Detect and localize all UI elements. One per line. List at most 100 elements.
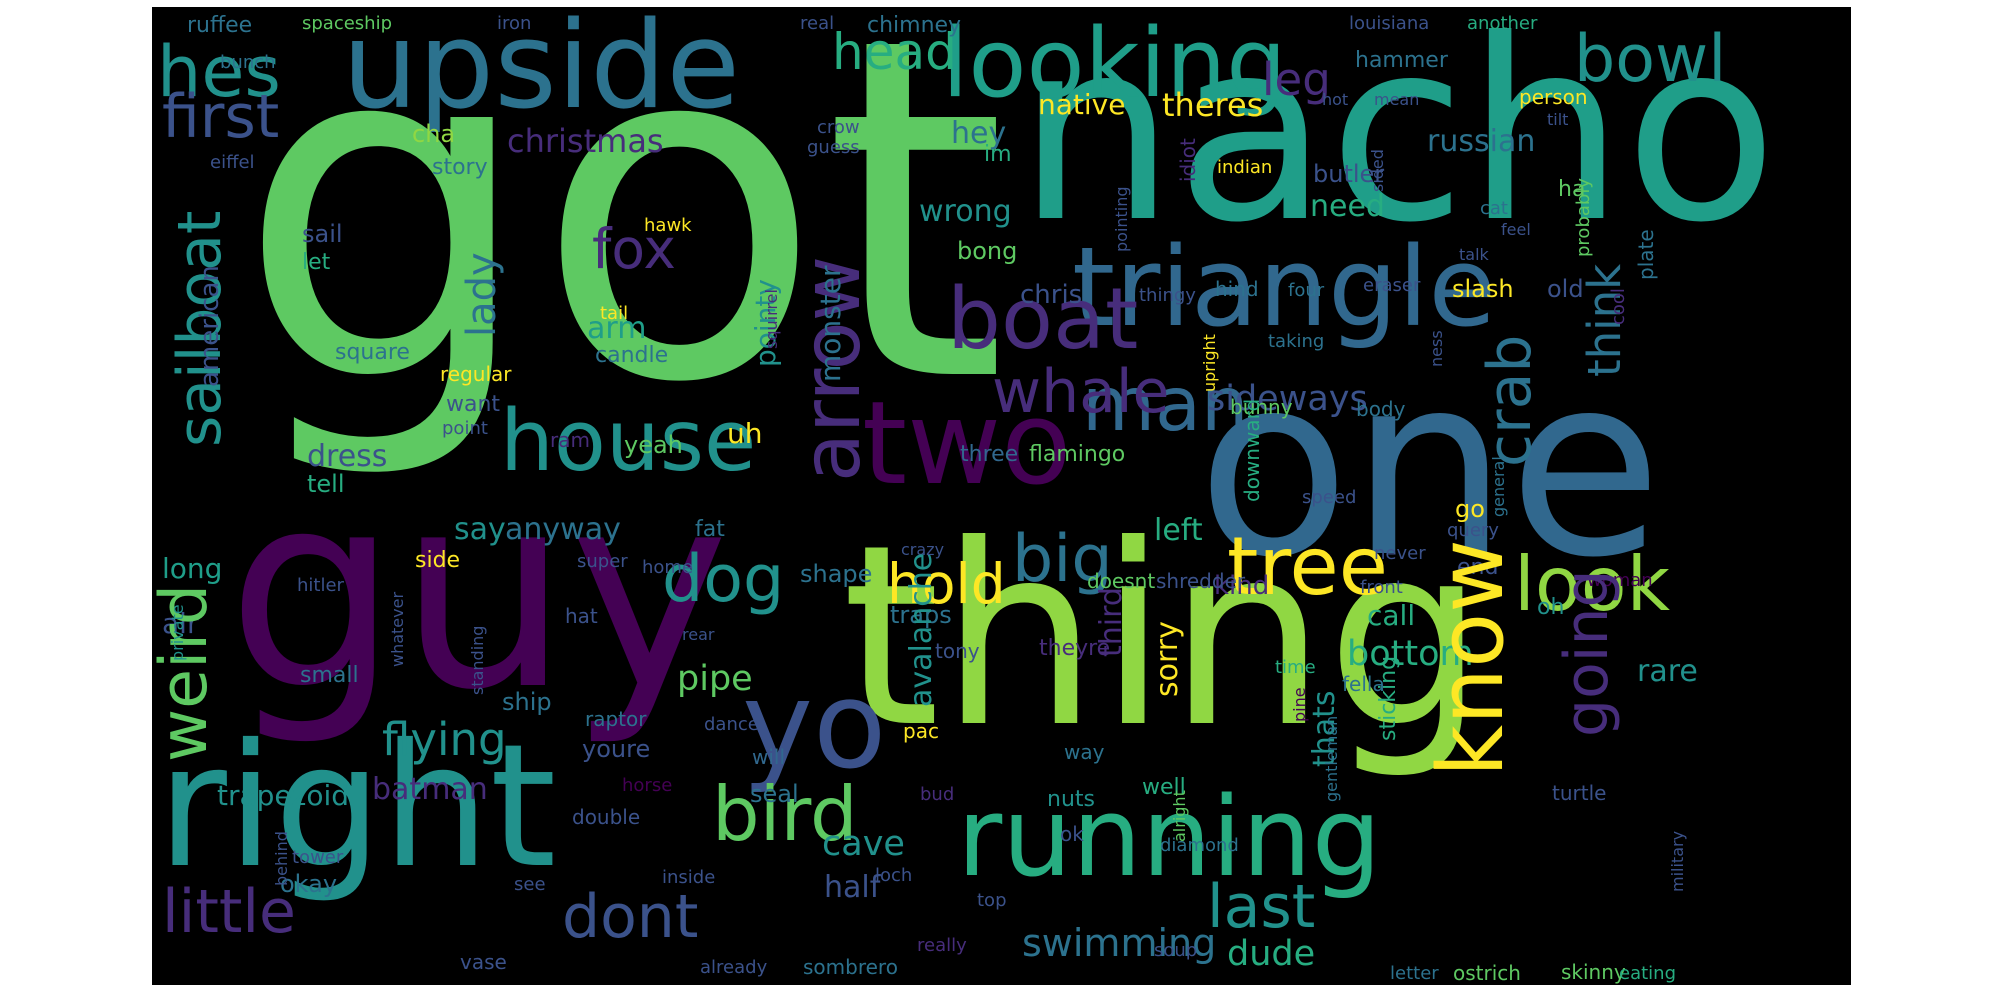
word-big: big — [1012, 522, 1113, 597]
word-turtle: turtle — [1552, 781, 1607, 805]
word-sided: sided — [1368, 149, 1387, 192]
word-pac: pac — [903, 719, 939, 743]
word-standing: standing — [468, 625, 487, 695]
word-real: real — [800, 13, 835, 34]
word-man: man — [1082, 360, 1249, 448]
word-long: long — [162, 552, 223, 585]
word-cha: cha — [412, 120, 456, 148]
word-ram: ram — [550, 428, 590, 452]
word-inside: inside — [662, 867, 716, 888]
word-iron: iron — [497, 13, 532, 34]
word-theyre: theyre — [1039, 636, 1111, 661]
word-doesnt: doesnt — [1087, 569, 1156, 593]
word-look: look — [1514, 540, 1671, 628]
word-home: home — [642, 557, 694, 578]
word-diamond: diamond — [1160, 835, 1239, 856]
word-ruffee: ruffee — [187, 13, 253, 38]
word-house: house — [500, 392, 757, 491]
word-idiot: idiot — [1176, 138, 1200, 182]
word-point: point — [442, 418, 488, 439]
word-eraser: eraser — [1363, 275, 1421, 296]
word-dude: dude — [1227, 934, 1316, 974]
word-ness: ness — [1427, 330, 1446, 367]
word-woman: woman — [1587, 570, 1653, 591]
word-top: top — [977, 890, 1007, 911]
word-avalanche: avalanche — [904, 552, 939, 707]
word-hammer: hammer — [1355, 48, 1448, 73]
word-trapezoid: trapezoid — [217, 779, 350, 812]
word-flying: flying — [382, 713, 507, 766]
word-raptor: raptor — [585, 707, 647, 731]
word-chris: chris — [1020, 280, 1083, 310]
word-uh: uh — [727, 417, 763, 450]
word-tell: tell — [307, 470, 345, 498]
word-letter: letter — [1390, 963, 1439, 984]
word-crab: crab — [1475, 334, 1545, 467]
word-speed: speed — [1302, 487, 1357, 508]
word-talk: talk — [1459, 245, 1489, 264]
word-body: body — [1356, 397, 1406, 421]
word-sail: sail — [302, 220, 343, 248]
word-another: another — [1467, 13, 1538, 34]
word-horse: horse — [622, 775, 673, 796]
word-bud: bud — [920, 784, 955, 805]
word-looking: looking — [942, 9, 1287, 119]
word-air: air — [162, 607, 199, 640]
word-boat: boat — [947, 270, 1139, 369]
word-end: end — [1457, 555, 1499, 580]
word-louisiana: louisiana — [1349, 13, 1430, 34]
word-thingy: thingy — [1139, 285, 1196, 306]
word-tail: tail — [600, 303, 629, 324]
word-crazy: crazy — [901, 540, 945, 559]
word-really: really — [917, 935, 967, 956]
word-front: front — [1360, 577, 1403, 598]
word-indian: indian — [1217, 157, 1273, 178]
word-russian: russian — [1427, 124, 1536, 159]
word-upside: upside — [342, 7, 741, 136]
word-dont: dont — [562, 882, 699, 952]
word-leg: leg — [1262, 53, 1331, 106]
word-cloud-canvas: got nacho one guy thing right upside looking run… — [152, 7, 1851, 985]
word-tower: tower — [292, 847, 344, 868]
word-query: query — [1447, 520, 1499, 541]
word-one: one — [1197, 321, 1663, 612]
word-plate: plate — [1634, 229, 1658, 280]
word-bird: bird — [712, 770, 858, 858]
word-left: left — [1154, 513, 1203, 548]
word-probably: probably — [1573, 178, 1594, 257]
word-side: side — [415, 548, 461, 573]
word-two: two — [862, 377, 1072, 511]
word-feel: feel — [1501, 220, 1531, 239]
word-dance: dance — [704, 714, 759, 735]
word-youre: youre — [582, 735, 651, 763]
word-military: military — [1668, 830, 1687, 892]
word-thing: thing — [842, 491, 1486, 782]
word-way: way — [1064, 740, 1105, 764]
word-mean: mean — [1374, 90, 1420, 109]
word-first: first — [162, 82, 280, 152]
word-gentleman: gentleman — [1322, 715, 1341, 802]
word-know: know — [1419, 539, 1524, 777]
word-general: general — [1489, 456, 1508, 517]
word-native: native — [1038, 88, 1126, 121]
word-ok: ok — [1060, 822, 1084, 846]
word-will: will — [752, 745, 786, 769]
word-upright: upright — [1200, 334, 1219, 392]
word-dress: dress — [307, 439, 388, 474]
word-call: call — [1367, 599, 1416, 632]
word-sorry: sorry — [1150, 621, 1185, 697]
word-taking: taking — [1268, 331, 1325, 352]
word-see: see — [514, 874, 546, 895]
word-sombrero: sombrero — [803, 955, 898, 979]
word-yo: yo — [742, 657, 887, 796]
word-chimney: chimney — [867, 13, 962, 38]
word-well: well — [1142, 775, 1186, 800]
word-story: story — [432, 155, 488, 180]
word-three: three — [960, 442, 1019, 467]
word-going: going — [1552, 569, 1622, 737]
word-downward: downward — [1240, 398, 1264, 502]
word-shape: shape — [800, 560, 873, 588]
word-tony: tony — [935, 639, 980, 663]
word-arm: arm — [587, 311, 647, 346]
word-flamingo: flamingo — [1029, 442, 1126, 467]
